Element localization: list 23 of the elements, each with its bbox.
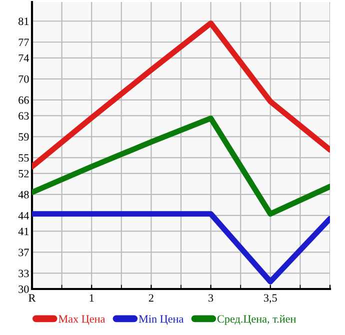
x-tick-label: 3 [208,294,214,302]
legend-label: Max Цена [58,315,106,325]
y-tick-label: 55 [18,154,29,162]
x-tick-label: 2 [148,294,154,302]
y-tick-label: 52 [18,170,29,178]
legend-label: Min Цена [138,315,184,325]
y-tick-label: 41 [18,228,29,236]
x-tick-label: 3,5 [264,294,277,304]
y-tick-label: 74 [18,54,30,62]
y-tick-label: 59 [18,133,29,141]
x-tick-label: R [28,294,36,302]
y-tick-label: 48 [18,190,29,198]
y-tick-label: 33 [18,270,29,278]
y-tick-label: 81 [18,18,29,26]
y-tick-label: 44 [18,212,30,220]
y-tick-label: 77 [18,38,29,46]
y-tick-label: 37 [18,248,29,256]
y-tick-label: 66 [18,96,29,104]
legend-label: Сред.Цена, т.йен [217,314,296,325]
y-tick-label: 70 [18,75,29,83]
y-tick-label: 30 [18,285,29,293]
x-tick-label: 1 [90,294,94,302]
y-tick-label: 63 [18,112,29,120]
